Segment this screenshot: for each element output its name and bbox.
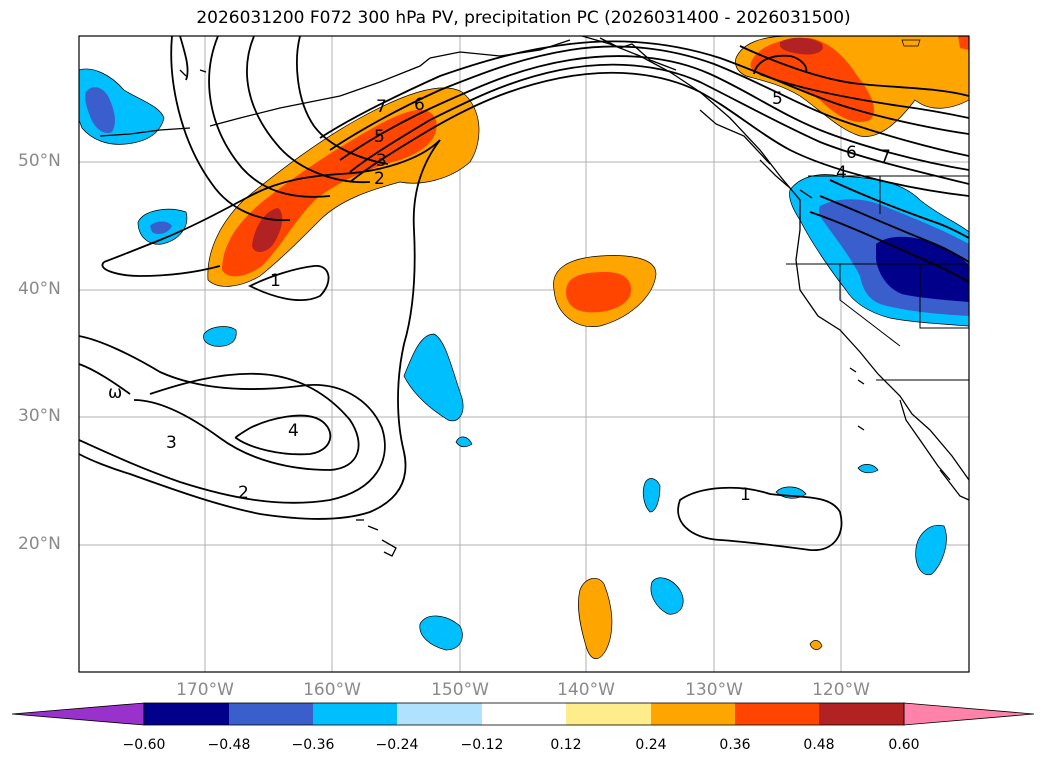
contour-label: 7 (880, 147, 891, 167)
contour-label: 6 (846, 143, 857, 163)
colorbar-tick: 0.36 (719, 737, 751, 753)
lon-label-130w: 130°W (685, 680, 743, 700)
colorbar-tick: 0.60 (888, 737, 920, 753)
colorbar-tick: −0.60 (122, 737, 166, 753)
contour-label: 1 (270, 271, 281, 291)
precip-spot-south (578, 577, 613, 659)
contour-label: 1 (740, 485, 751, 505)
lon-label-160w: 160°W (303, 680, 361, 700)
contour-labels: 7 6 5 3 2 1 ω 3 4 2 1 5 6 4 7 (108, 89, 891, 505)
contour-label: 2 (238, 483, 249, 503)
colorbar-tick: 0.48 (803, 737, 835, 753)
colorbar-bin (819, 703, 904, 725)
colorbar-tick: −0.12 (460, 737, 504, 753)
lon-label-170w: 170°W (176, 680, 234, 700)
colorbar-tick: 0.12 (550, 737, 582, 753)
contour-label: 5 (374, 127, 385, 147)
contour-label: 2 (374, 169, 385, 189)
lat-label-40n: 40°N (18, 279, 61, 299)
colorbar-extend-low (11, 702, 145, 726)
colorbar-tick: −0.24 (375, 737, 419, 753)
contour-label: 5 (772, 89, 783, 109)
lat-label-50n: 50°N (18, 151, 61, 171)
colorbar (11, 702, 1035, 726)
pv-contours (79, 36, 969, 551)
contour-label: 7 (376, 97, 387, 117)
precip-shading (79, 36, 969, 659)
colorbar-tick: 0.24 (635, 737, 667, 753)
lon-label-150w: 150°W (431, 680, 489, 700)
colorbar-tick: −0.48 (207, 737, 251, 753)
precip-neg-hawaii-n (403, 333, 464, 422)
contour-label: ω (108, 383, 122, 403)
colorbar-bin (482, 703, 566, 725)
lon-label-140w: 140°W (557, 680, 615, 700)
political-borders (786, 175, 969, 381)
colorbar-bin (566, 703, 651, 725)
coastlines (99, 36, 969, 557)
contour-label: 3 (376, 151, 387, 171)
colorbar-bin (735, 703, 819, 725)
contour-label: 4 (836, 163, 847, 183)
colorbar-bin (313, 703, 397, 725)
map-panel: 7 6 5 3 2 1 ω 3 4 2 1 5 6 4 7 (78, 35, 970, 673)
lat-label-20n: 20°N (18, 534, 61, 554)
lat-label-30n: 30°N (18, 406, 61, 426)
colorbar-bin (651, 703, 735, 725)
contour-label: 6 (414, 95, 425, 115)
colorbar-bin (144, 703, 229, 725)
contour-label: 3 (166, 433, 177, 453)
colorbar-bin (397, 703, 482, 725)
lon-label-120w: 120°W (812, 680, 870, 700)
map-frame (78, 35, 970, 673)
contour-label: 4 (288, 421, 299, 441)
map-title: 2026031200 F072 300 hPa PV, precipitatio… (196, 8, 851, 28)
colorbar-extend-high (903, 702, 1035, 726)
colorbar-tick: −0.36 (291, 737, 335, 753)
colorbar-bin (229, 703, 313, 725)
